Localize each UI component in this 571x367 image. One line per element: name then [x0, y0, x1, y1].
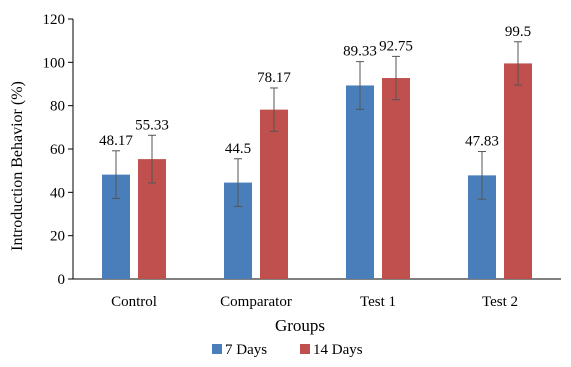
- legend-swatch: [212, 344, 222, 354]
- error-bars-layer: [112, 41, 522, 207]
- y-tick-label: 20: [50, 229, 65, 245]
- bar: [260, 109, 288, 279]
- legend-label: 7 Days: [225, 342, 267, 358]
- data-label: 99.5: [505, 24, 531, 40]
- legend: 7 Days 14 Days: [212, 342, 363, 358]
- y-tick-label: 120: [43, 12, 66, 28]
- data-label: 44.5: [225, 141, 251, 157]
- x-tick-label: Test 2: [482, 294, 518, 310]
- bar: [504, 63, 532, 279]
- data-label: 92.75: [379, 38, 413, 54]
- bar: [382, 78, 410, 280]
- legend-label: 14 Days: [313, 342, 363, 358]
- y-tick-label: 0: [58, 272, 66, 288]
- y-tick-label: 100: [43, 55, 66, 71]
- y-axis-label: Introduction Behavior (%): [9, 81, 26, 251]
- data-label: 55.33: [135, 117, 169, 133]
- data-label: 48.17: [99, 133, 133, 149]
- y-axis: 0 20 40 60 80 100 120: [43, 12, 74, 288]
- x-axis: Control Comparator Test 1 Test 2: [73, 278, 561, 310]
- x-axis-label: Groups: [275, 316, 325, 335]
- y-tick-label: 40: [50, 185, 65, 201]
- data-label: 47.83: [465, 134, 499, 150]
- bar: [346, 85, 374, 280]
- x-tick-label: Comparator: [220, 294, 292, 310]
- y-tick-label: 60: [50, 142, 65, 158]
- x-tick-label: Test 1: [360, 294, 396, 310]
- data-label: 89.33: [343, 44, 377, 60]
- y-tick-label: 80: [50, 99, 65, 115]
- legend-swatch: [300, 344, 310, 354]
- x-tick-label: Control: [111, 294, 157, 310]
- bars-layer: [102, 63, 532, 280]
- data-label: 78.17: [257, 70, 291, 86]
